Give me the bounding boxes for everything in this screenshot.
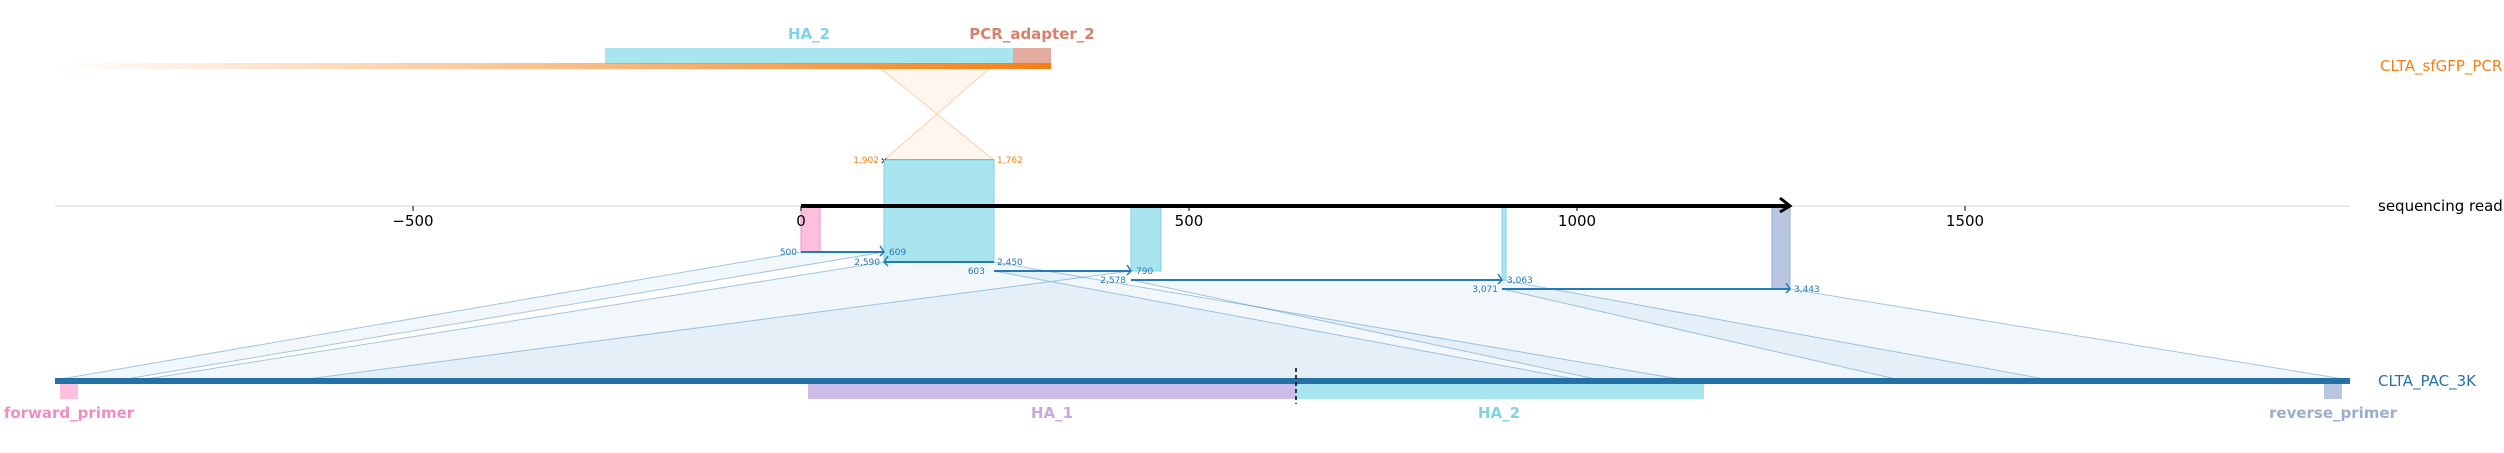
target-feature-label-forward-primer: forward_primer <box>4 404 135 422</box>
read-ha2-block-1[interactable] <box>883 159 995 263</box>
read-axis-ticks: −500 0 500 1000 1500 <box>392 206 1984 230</box>
alignment-4-start-coord: 2,578 <box>1100 276 1126 286</box>
target-reference-line[interactable] <box>55 378 2350 384</box>
alignment-arrow-icon-3 <box>1126 264 1132 276</box>
read-reference-name: sequencing read <box>2378 197 2503 215</box>
target-ha1-feature[interactable] <box>808 384 1296 399</box>
alignment-5-end-coord: 3,443 <box>1794 285 1820 295</box>
read-axis-tick-label: 500 <box>1175 212 1204 230</box>
target-alignment-coords: 500 609 2,590 2,450 603 790 2,578 3,063 … <box>780 248 1820 295</box>
pcr-feature-label-ha2: HA_2 <box>788 25 830 43</box>
alignment-2-end-coord: 2,450 <box>997 258 1023 268</box>
pcr-crossing-band <box>878 67 996 161</box>
read-axis-tick-label: 0 <box>796 212 806 230</box>
pcr-feature-label-adapter: PCR_adapter_2 <box>969 25 1094 43</box>
target-feature-label-ha2: HA_2 <box>1478 404 1520 422</box>
pcr-adapter-feature[interactable] <box>1013 48 1051 64</box>
read-direction-arrow-icon <box>1779 196 1793 214</box>
read-ha2-block-3[interactable] <box>1501 205 1507 281</box>
pcr-reference-name: CLTA_sfGFP_PCR <box>2380 57 2502 76</box>
target-feature-label-ha1: HA_1 <box>1031 404 1073 422</box>
read-reverse-primer-block[interactable] <box>1771 205 1791 290</box>
pcr-reference-line[interactable] <box>55 63 1051 69</box>
read-feature-blocks <box>800 159 1791 290</box>
read-axis-tick-label: 1000 <box>1558 212 1596 230</box>
target-reverse-primer-feature[interactable] <box>2324 384 2342 399</box>
alignment-arrow-icon-1 <box>879 245 885 257</box>
target-reference-name: CLTA_PAC_3K <box>2378 372 2477 391</box>
alignment-1-end-coord: 609 <box>889 248 906 258</box>
read-axis-tick-label: 1500 <box>1946 212 1984 230</box>
read-axis: −500 0 500 1000 1500 <box>55 205 2350 230</box>
alignment-4-end-coord: 3,063 <box>1507 276 1533 286</box>
alignment-arrow-icon-5 <box>1785 282 1791 294</box>
pcr-reference-track: HA_2 PCR_adapter_2 CLTA_sfGFP_PCR <box>55 25 2502 76</box>
alignment-arrow-icon-2 <box>883 255 889 267</box>
sequencing-read-track: sequencing read <box>801 196 2503 215</box>
target-alignments <box>801 245 1791 294</box>
pcr-connection-band <box>878 67 996 161</box>
alignment-arrow-icon-4 <box>1497 273 1503 285</box>
target-forward-primer-feature[interactable] <box>60 384 78 399</box>
pcr-ha2-feature[interactable] <box>605 48 1013 64</box>
read-ha2-block-2[interactable] <box>1130 205 1162 272</box>
target-connection-bands <box>54 251 2351 381</box>
target-ha2-feature[interactable] <box>1296 384 1704 399</box>
alignment-2-start-coord: 2,590 <box>854 258 880 268</box>
pcr-alignment-end-coord: 1,762 <box>997 156 1023 166</box>
pcr-alignment-start-coord: 1,902 <box>853 156 879 166</box>
target-reference-track: forward_primer HA_1 HA_2 reverse_primer … <box>4 368 2477 422</box>
alignment-5-start-coord: 3,071 <box>1472 285 1498 295</box>
target-feature-label-reverse-primer: reverse_primer <box>2269 404 2398 422</box>
read-axis-tick-label: −500 <box>392 212 433 230</box>
alignment-1-start-coord: 500 <box>780 248 797 258</box>
alignment-3-start-coord: 603 <box>968 267 985 277</box>
alignment-3-end-coord: 790 <box>1136 267 1153 277</box>
